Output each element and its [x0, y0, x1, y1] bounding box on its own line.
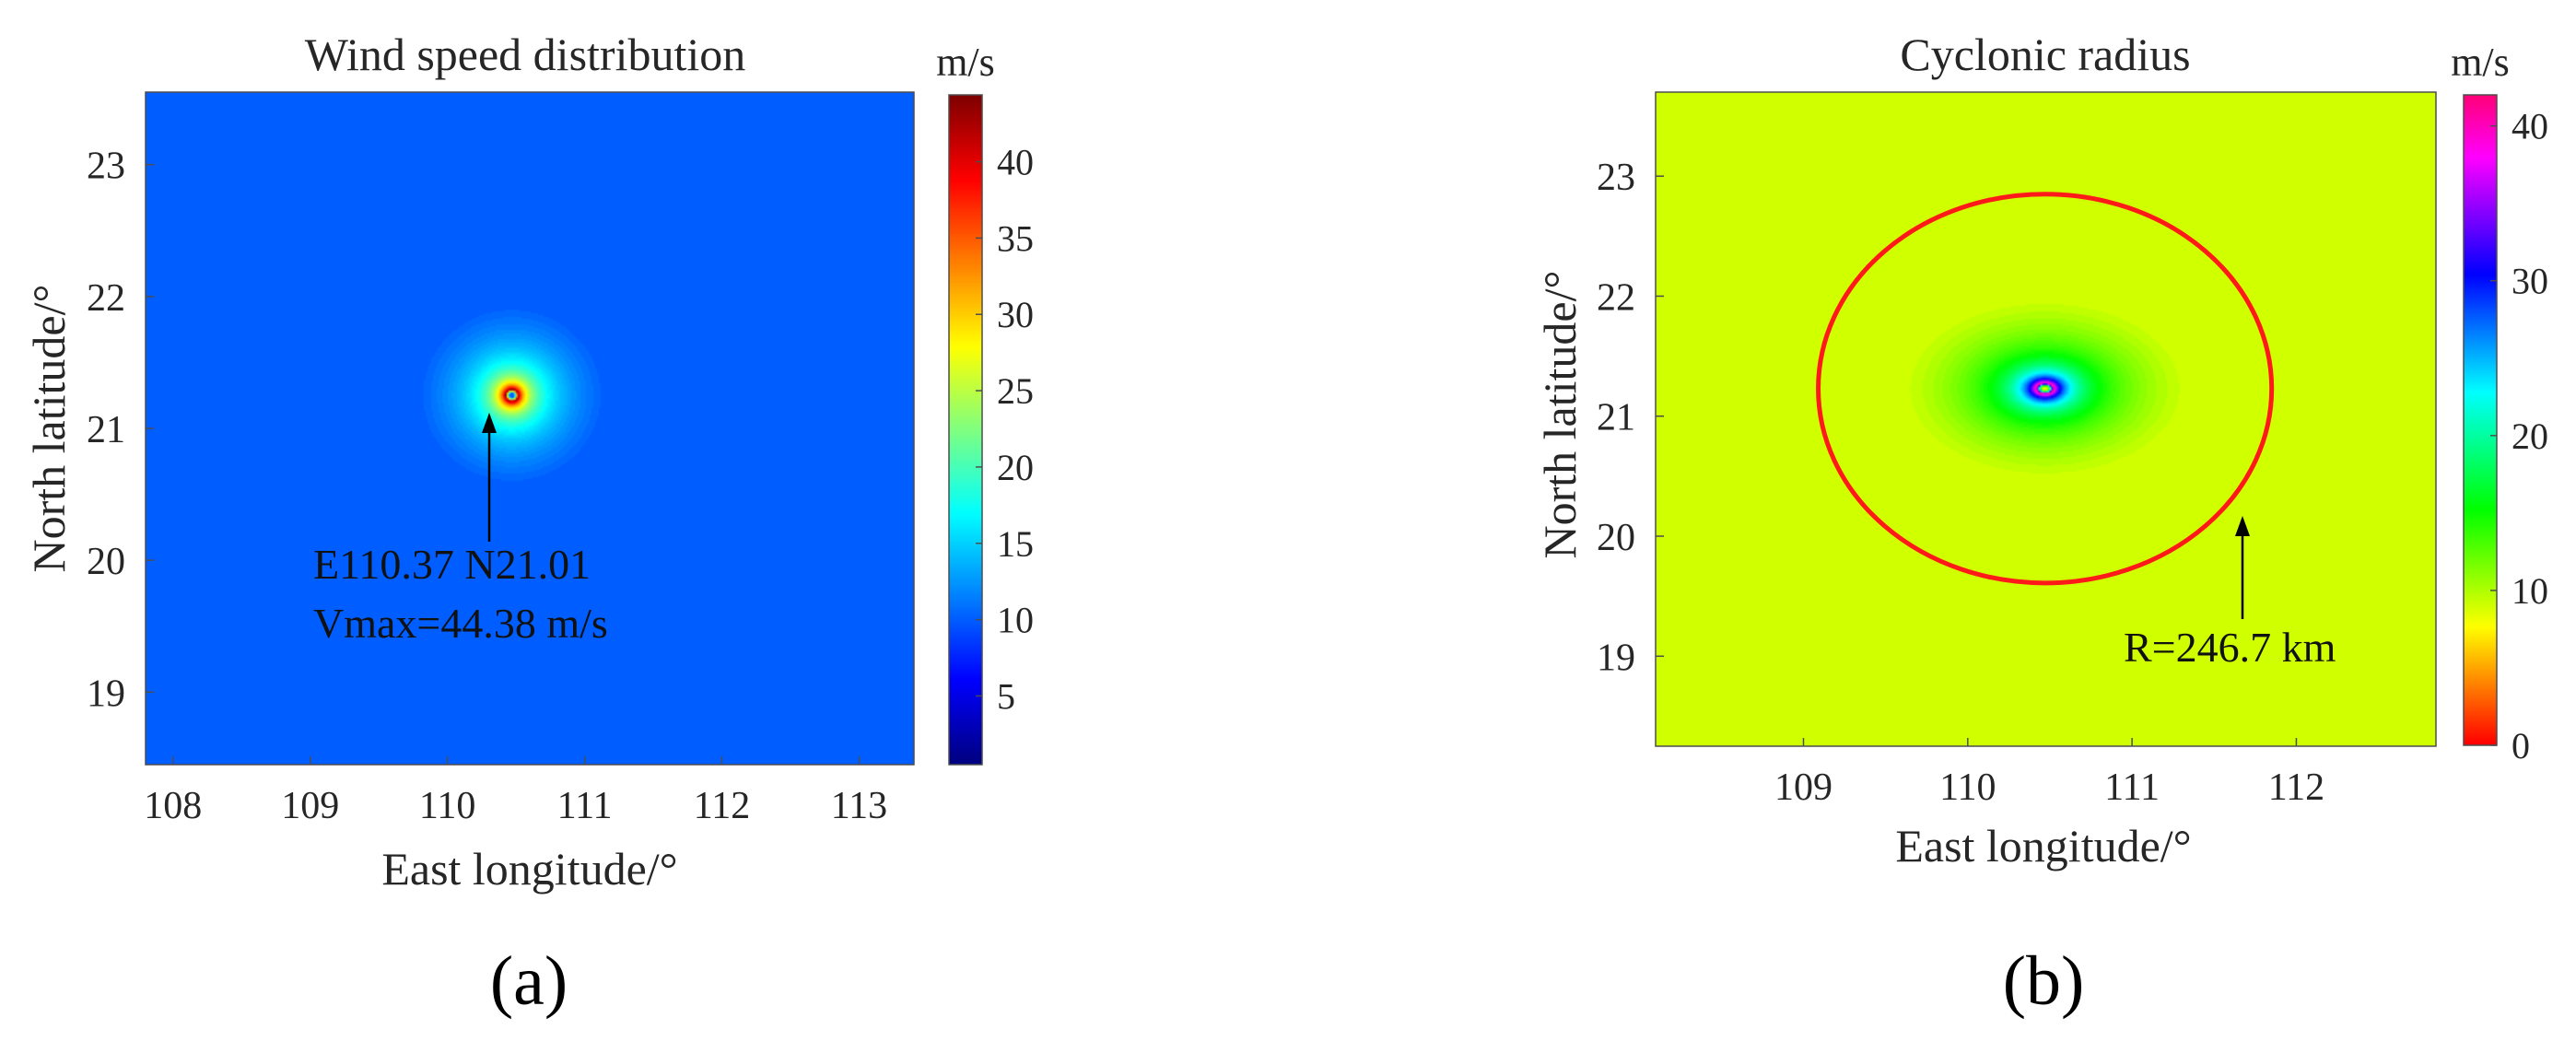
panel-a-annotation-line-1: E110.37 N21.01	[313, 541, 591, 588]
colorbar-tick-label: 40	[2512, 106, 2548, 147]
y-tick-label: 20	[87, 541, 125, 583]
panel-a-title: Wind speed distribution	[305, 29, 746, 80]
colorbar-tick-label: 35	[997, 217, 1034, 259]
y-tick-label: 19	[87, 673, 125, 715]
panel-b-annotation-line-1: R=246.7 km	[2124, 624, 2336, 671]
colorbar-tick-label: 15	[997, 523, 1034, 565]
x-tick-label: 113	[831, 785, 887, 827]
panel-b-x-axis-label: East longitude/°	[1895, 820, 2191, 871]
y-tick-label: 23	[87, 146, 125, 188]
x-tick-label: 109	[281, 785, 339, 827]
panel-b-plot-frame	[1655, 91, 2437, 747]
panel-b-annotation-arrowhead	[2235, 516, 2250, 536]
colorbar-tick-label: 25	[997, 370, 1034, 412]
panel-b-radius-contour	[1816, 192, 2275, 586]
x-tick-label: 110	[1939, 766, 1996, 809]
y-tick-label: 21	[87, 409, 125, 451]
panel-a: Wind speed distribution 108 109 110 111 112 1…	[23, 29, 1034, 1020]
colorbar-tick-label: 10	[997, 600, 1034, 641]
panel-b-colorbar-frame	[2463, 94, 2498, 746]
colorbar-tick-label: 40	[997, 142, 1034, 183]
x-tick-label: 112	[2268, 766, 2324, 809]
y-tick-label: 23	[1597, 157, 1635, 199]
y-tick-label: 20	[1597, 517, 1635, 559]
y-tick-label: 19	[1597, 637, 1635, 679]
panel-a-colorbar-ticks: 5 10 15 20 25 30 35 40	[976, 142, 1034, 717]
panel-a-colorbar-unit: m/s	[936, 40, 995, 85]
x-tick-label: 111	[557, 785, 613, 827]
panel-b-label: (b)	[2003, 942, 2085, 1020]
panel-b-y-ticks: 19 20 21 22 23	[1597, 157, 1664, 679]
colorbar-tick-label: 30	[2512, 261, 2548, 302]
colorbar-tick-label: 10	[2512, 570, 2548, 612]
panel-b-x-ticks: 109 110 111 112	[1774, 738, 2324, 809]
panel-a-colorbar	[949, 95, 982, 765]
panel-b-y-axis-label: North latitude/°	[1534, 271, 1586, 559]
colorbar-tick-label: 30	[997, 294, 1034, 335]
panel-b-heatmap	[1656, 92, 2436, 746]
panel-a-annotation-line-2: Vmax=44.38 m/s	[313, 600, 608, 647]
panel-a-y-ticks: 19 20 21 22 23	[87, 146, 154, 715]
y-tick-label: 22	[1597, 276, 1635, 319]
panel-a-x-ticks: 108 109 110 111 112 113	[144, 756, 887, 827]
panel-a-heatmap	[146, 92, 914, 765]
panel-b-colorbar-unit: m/s	[2451, 40, 2510, 85]
colorbar-tick-label: 0	[2512, 725, 2530, 766]
x-tick-label: 108	[144, 785, 202, 827]
colorbar-tick-label: 20	[997, 447, 1034, 488]
x-tick-label: 110	[419, 785, 475, 827]
panel-a-colorbar-frame	[948, 94, 983, 766]
x-tick-label: 111	[2104, 766, 2160, 809]
panel-b-colorbar-ticks: 0 10 20 30 40	[2490, 106, 2548, 766]
x-tick-label: 112	[694, 785, 750, 827]
panel-b: Cyclonic radius 109 110 111 112 1920212223 …	[1534, 29, 2548, 1020]
panel-a-annotation-arrowhead	[482, 413, 497, 433]
colorbar-tick-label: 5	[997, 675, 1015, 717]
panel-a-label: (a)	[490, 942, 568, 1020]
panel-b-title: Cyclonic radius	[1900, 29, 2190, 80]
x-tick-label: 109	[1774, 766, 1832, 809]
panel-a-y-axis-label: North latitude/°	[23, 285, 75, 573]
panel-a-x-axis-label: East longitude/°	[381, 843, 677, 895]
y-tick-label: 21	[1597, 397, 1635, 439]
colorbar-tick-label: 20	[2512, 415, 2548, 457]
y-tick-label: 22	[87, 277, 125, 320]
panel-b-colorbar	[2464, 95, 2497, 745]
